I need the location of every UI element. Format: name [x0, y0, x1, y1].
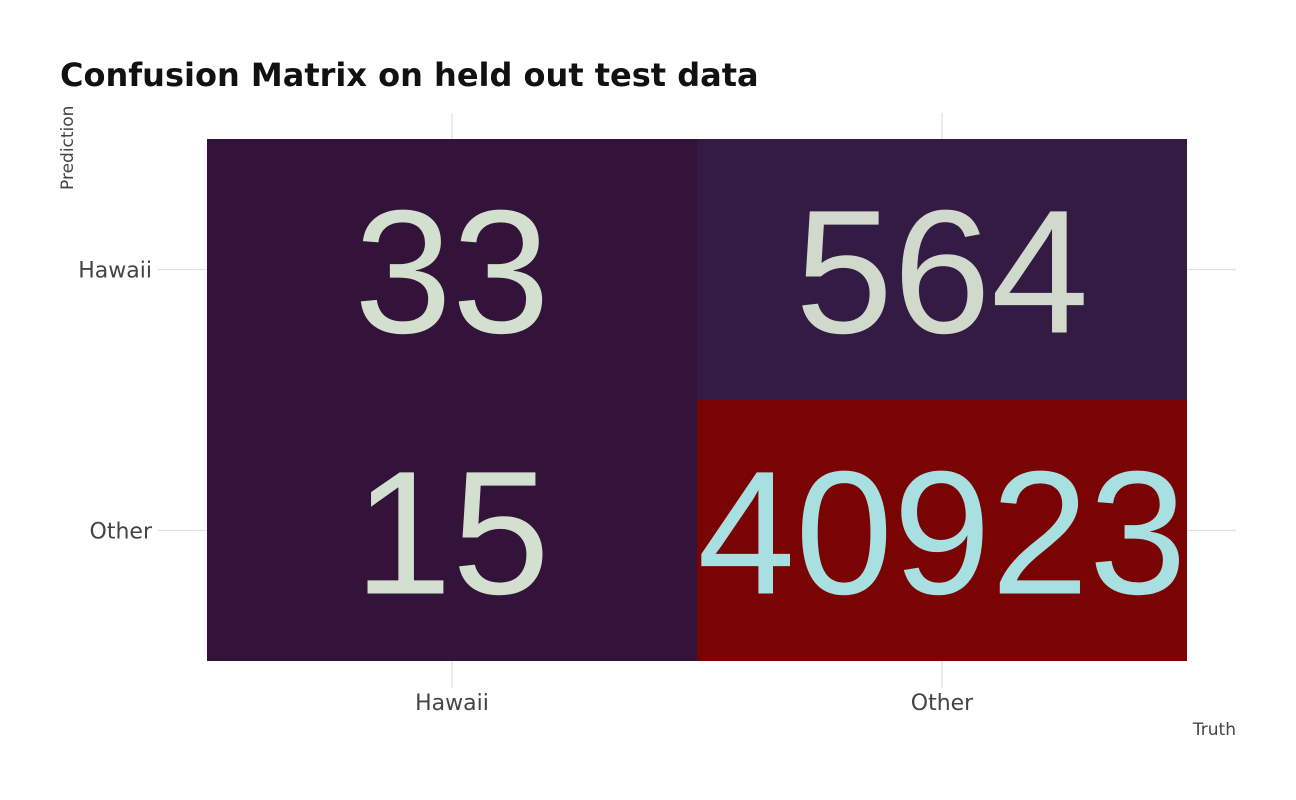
y-tick-labels: Hawaii Other	[78, 259, 153, 545]
x-tick-label: Hawaii	[415, 691, 489, 716]
cell-value-label: 40923	[697, 436, 1186, 632]
heatmap-cell	[207, 139, 697, 400]
cell-value-label: 15	[354, 436, 550, 632]
y-tick-label: Other	[90, 520, 153, 545]
cell-labels: 33 564 15 40923	[354, 175, 1187, 632]
y-axis-title: Prediction	[58, 106, 78, 190]
heatmap-cell	[697, 400, 1187, 661]
y-tick-label: Hawaii	[78, 259, 152, 284]
chart-title: Confusion Matrix on held out test data	[60, 56, 759, 94]
heatmap-cell	[697, 139, 1187, 400]
cell-value-label: 33	[354, 175, 550, 371]
x-tick-label: Other	[911, 691, 974, 716]
heatmap-cells	[207, 139, 1187, 661]
x-axis-title: Truth	[1192, 720, 1236, 740]
x-tick-labels: Hawaii Other	[415, 691, 974, 716]
cell-value-label: 564	[795, 175, 1089, 371]
heatmap-cell	[207, 400, 697, 661]
